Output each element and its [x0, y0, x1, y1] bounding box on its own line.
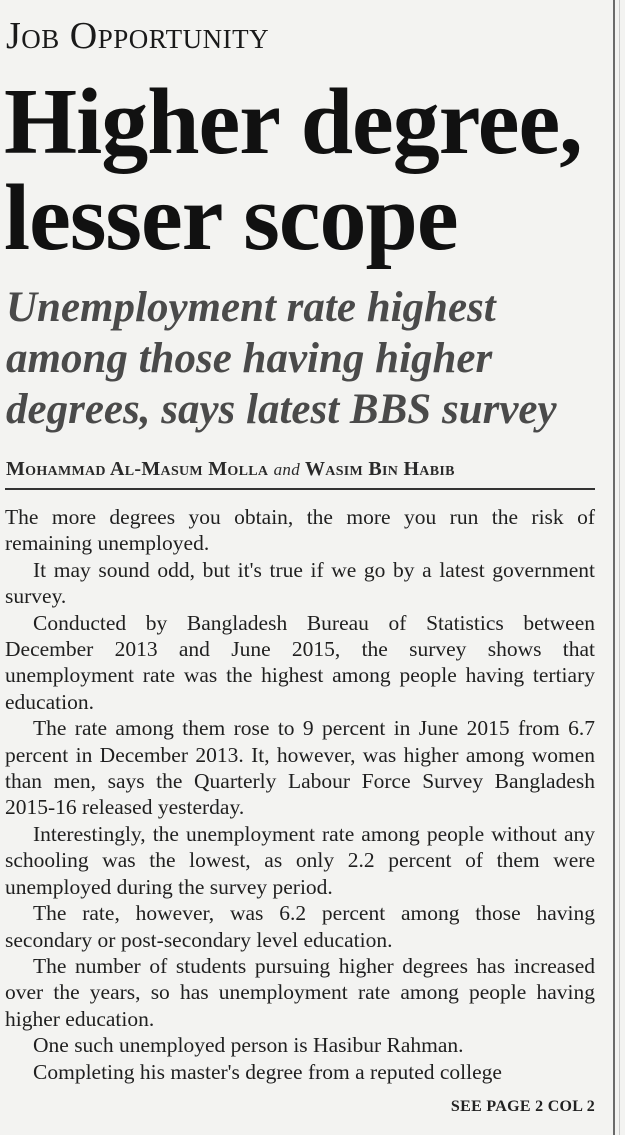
column-rule: [613, 0, 615, 1135]
subheadline: Unemployment rate highest among those ha…: [6, 284, 557, 433]
paragraph: The rate among them rose to 9 percent in…: [5, 716, 595, 820]
article-body: The more degrees you obtain, the more yo…: [5, 504, 595, 1085]
paragraph: Conducted by Bangladesh Bureau of Statis…: [5, 610, 595, 714]
paragraph: The number of students pursuing higher d…: [5, 953, 595, 1031]
paragraph: The more degrees you obtain, the more yo…: [5, 505, 595, 556]
paragraph: The rate, however, was 6.2 percent among…: [5, 901, 595, 952]
byline: Mohammad Al-Masum Molla and Wasim Bin Ha…: [6, 458, 455, 481]
author-1: Mohammad Al-Masum Molla: [6, 458, 269, 480]
paragraph: Completing his master's degree from a re…: [33, 1059, 502, 1084]
paragraph: Interestingly, the unemployment rate amo…: [5, 821, 595, 899]
continued-jump-line: SEE PAGE 2 COL 2: [450, 1098, 595, 1115]
author-2: Wasim Bin Habib: [304, 458, 455, 480]
paragraph: One such unemployed person is Hasibur Ra…: [33, 1033, 464, 1058]
section-kicker: Job Opportunity: [6, 15, 270, 57]
headline-line-2: lesser scope: [4, 166, 459, 270]
column-rule-shadow: [619, 0, 620, 1135]
headline: Higher degree, lesser scope: [4, 74, 583, 266]
paragraph: It may sound odd, but it's true if we go…: [5, 557, 595, 609]
headline-line-1: Higher degree,: [4, 70, 583, 174]
byline-divider: [5, 488, 595, 490]
byline-conjunction: and: [273, 460, 301, 479]
